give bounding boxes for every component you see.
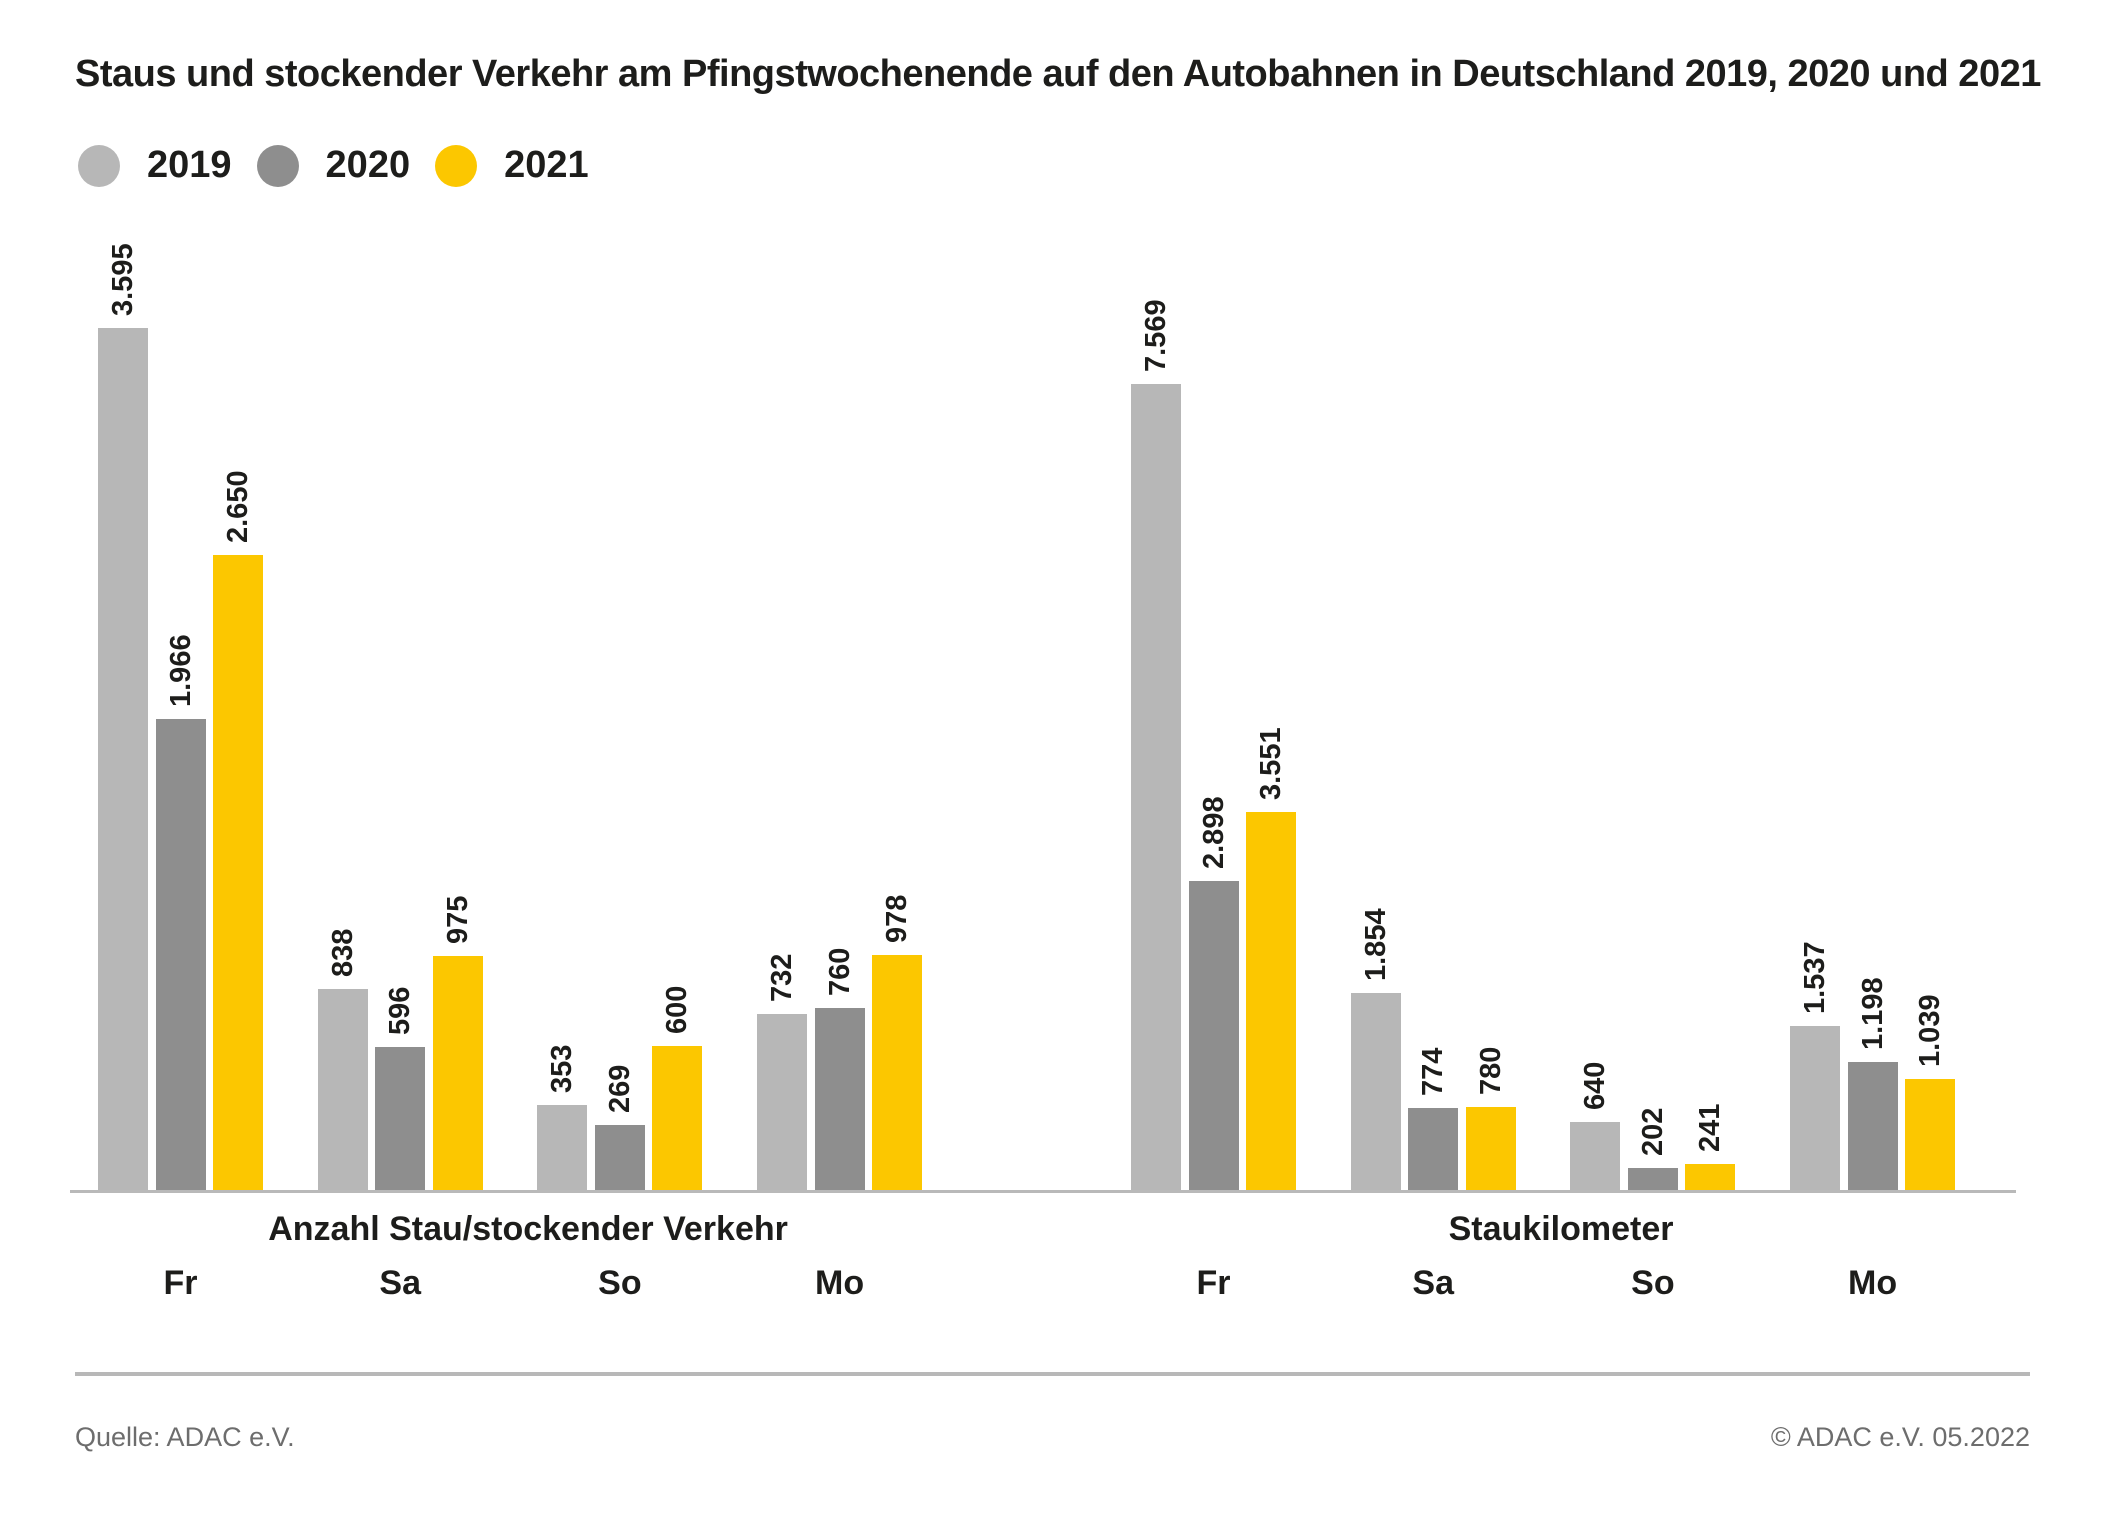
source-note: Quelle: ADAC e.V. (75, 1422, 295, 1452)
group-title-staukilometer: Staukilometer (1448, 1210, 1674, 1248)
bar-value-anzahl-stau-stockender-verkehr-fr-2019: 3.595 (107, 243, 139, 316)
bar-value-staukilometer-fr-2021: 3.551 (1255, 727, 1287, 800)
bar-anzahl-stau-stockender-verkehr-mo-2020 (815, 1008, 865, 1190)
bar-staukilometer-sa-2020 (1408, 1108, 1458, 1190)
bar-anzahl-stau-stockender-verkehr-sa-2021 (433, 956, 483, 1190)
page-title: Staus und stockender Verkehr am Pfingstw… (75, 53, 2041, 95)
day-label-anzahl-stau-stockender-verkehr-fr: Fr (163, 1264, 198, 1302)
day-label-staukilometer-sa: Sa (1412, 1264, 1454, 1302)
bar-anzahl-stau-stockender-verkehr-fr-2020 (156, 719, 206, 1190)
bar-value-anzahl-stau-stockender-verkehr-so-2020: 269 (604, 1064, 636, 1113)
bar-value-anzahl-stau-stockender-verkehr-so-2021: 600 (661, 985, 693, 1034)
legend-label-2021: 2021 (504, 144, 589, 186)
bar-anzahl-stau-stockender-verkehr-mo-2019 (757, 1014, 807, 1190)
bar-staukilometer-so-2020 (1628, 1168, 1678, 1190)
bar-staukilometer-mo-2021 (1905, 1079, 1955, 1190)
legend-label-2020: 2020 (325, 144, 411, 186)
legend-dot-2020-icon (256, 144, 299, 187)
legend-item-2019: 2019 (78, 144, 232, 187)
bar-value-staukilometer-sa-2020: 774 (1417, 1047, 1449, 1096)
day-label-anzahl-stau-stockender-verkehr-sa: Sa (379, 1264, 421, 1302)
bar-anzahl-stau-stockender-verkehr-sa-2020 (375, 1047, 425, 1190)
bar-value-staukilometer-so-2020: 202 (1637, 1107, 1669, 1156)
bar-value-anzahl-stau-stockender-verkehr-sa-2021: 975 (442, 895, 474, 944)
bar-staukilometer-mo-2020 (1848, 1062, 1898, 1190)
bar-staukilometer-mo-2019 (1790, 1026, 1840, 1190)
bar-value-staukilometer-so-2021: 241 (1694, 1103, 1726, 1152)
bar-anzahl-stau-stockender-verkehr-fr-2019 (98, 328, 148, 1190)
bar-value-anzahl-stau-stockender-verkehr-so-2019: 353 (546, 1044, 578, 1093)
x-axis-line (70, 1190, 2016, 1193)
bar-value-anzahl-stau-stockender-verkehr-mo-2020: 760 (824, 947, 856, 996)
bar-value-staukilometer-mo-2021: 1.039 (1914, 994, 1946, 1067)
legend-item-2020: 2020 (256, 144, 411, 187)
legend: 2019 2020 2021 (78, 144, 589, 187)
bar-value-anzahl-stau-stockender-verkehr-sa-2020: 596 (384, 986, 416, 1035)
bar-anzahl-stau-stockender-verkehr-sa-2019 (318, 989, 368, 1190)
bar-staukilometer-sa-2019 (1351, 993, 1401, 1190)
bar-staukilometer-fr-2019 (1131, 384, 1181, 1190)
day-label-anzahl-stau-stockender-verkehr-mo: Mo (815, 1264, 865, 1302)
bar-value-anzahl-stau-stockender-verkehr-fr-2020: 1.966 (165, 634, 197, 707)
bar-anzahl-stau-stockender-verkehr-fr-2021 (213, 555, 263, 1190)
bar-anzahl-stau-stockender-verkehr-mo-2021 (872, 955, 922, 1190)
bar-anzahl-stau-stockender-verkehr-so-2020 (595, 1125, 645, 1190)
legend-label-2019: 2019 (147, 144, 232, 186)
bar-value-staukilometer-sa-2021: 780 (1475, 1046, 1507, 1095)
day-label-staukilometer-fr: Fr (1196, 1264, 1231, 1302)
bar-anzahl-stau-stockender-verkehr-so-2021 (652, 1046, 702, 1190)
group-title-anzahl-stau-stockender-verkehr: Anzahl Stau/stockender Verkehr (268, 1210, 788, 1248)
bar-value-staukilometer-mo-2020: 1.198 (1857, 977, 1889, 1050)
bar-staukilometer-sa-2021 (1466, 1107, 1516, 1190)
bar-value-staukilometer-fr-2019: 7.569 (1140, 299, 1172, 372)
bar-value-anzahl-stau-stockender-verkehr-mo-2021: 978 (881, 894, 913, 943)
bar-value-staukilometer-fr-2020: 2.898 (1198, 796, 1230, 869)
footer-separator-line (75, 1372, 2030, 1376)
legend-dot-2019-icon (78, 144, 120, 187)
bar-value-anzahl-stau-stockender-verkehr-mo-2019: 732 (766, 953, 798, 1002)
bar-value-staukilometer-mo-2019: 1.537 (1799, 941, 1831, 1014)
legend-dot-2021-icon (435, 144, 478, 187)
bar-staukilometer-so-2019 (1570, 1122, 1620, 1190)
copyright-note: © ADAC e.V. 05.2022 (1770, 1422, 2030, 1452)
bar-value-anzahl-stau-stockender-verkehr-fr-2021: 2.650 (222, 470, 254, 543)
day-label-staukilometer-mo: Mo (1848, 1264, 1898, 1302)
day-label-anzahl-stau-stockender-verkehr-so: So (598, 1264, 642, 1302)
bar-staukilometer-so-2021 (1685, 1164, 1735, 1190)
bar-value-anzahl-stau-stockender-verkehr-sa-2019: 838 (327, 928, 359, 977)
bar-value-staukilometer-so-2019: 640 (1579, 1061, 1611, 1110)
bar-value-staukilometer-sa-2019: 1.854 (1360, 908, 1392, 981)
bar-anzahl-stau-stockender-verkehr-so-2019 (537, 1105, 587, 1190)
day-label-staukilometer-so: So (1631, 1264, 1675, 1302)
bar-staukilometer-fr-2020 (1189, 881, 1239, 1190)
legend-item-2021: 2021 (435, 144, 589, 187)
bar-staukilometer-fr-2021 (1246, 812, 1296, 1190)
